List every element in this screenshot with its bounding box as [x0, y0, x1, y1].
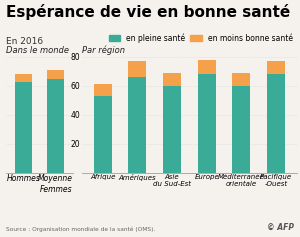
- Text: En 2016: En 2016: [6, 37, 43, 46]
- Bar: [128, 77, 146, 173]
- Text: © AFP: © AFP: [267, 223, 294, 232]
- Text: Dans le monde: Dans le monde: [6, 46, 69, 55]
- Bar: [267, 74, 285, 173]
- Text: Source : Organisation mondiale de la santé (OMS).: Source : Organisation mondiale de la san…: [6, 227, 155, 232]
- Bar: [163, 73, 181, 86]
- Bar: [94, 96, 112, 173]
- Bar: [94, 84, 112, 96]
- Bar: [232, 86, 250, 173]
- Text: Par région: Par région: [82, 45, 125, 55]
- Legend: en pleine santé, en moins bonne santé: en pleine santé, en moins bonne santé: [109, 33, 293, 43]
- Bar: [47, 70, 64, 79]
- Bar: [198, 60, 216, 74]
- Bar: [128, 61, 146, 77]
- Bar: [47, 79, 64, 173]
- Bar: [267, 61, 285, 74]
- Bar: [15, 74, 32, 82]
- Bar: [15, 82, 32, 173]
- Bar: [163, 86, 181, 173]
- Bar: [232, 73, 250, 86]
- Text: Espérance de vie en bonne santé: Espérance de vie en bonne santé: [6, 4, 290, 20]
- Bar: [198, 74, 216, 173]
